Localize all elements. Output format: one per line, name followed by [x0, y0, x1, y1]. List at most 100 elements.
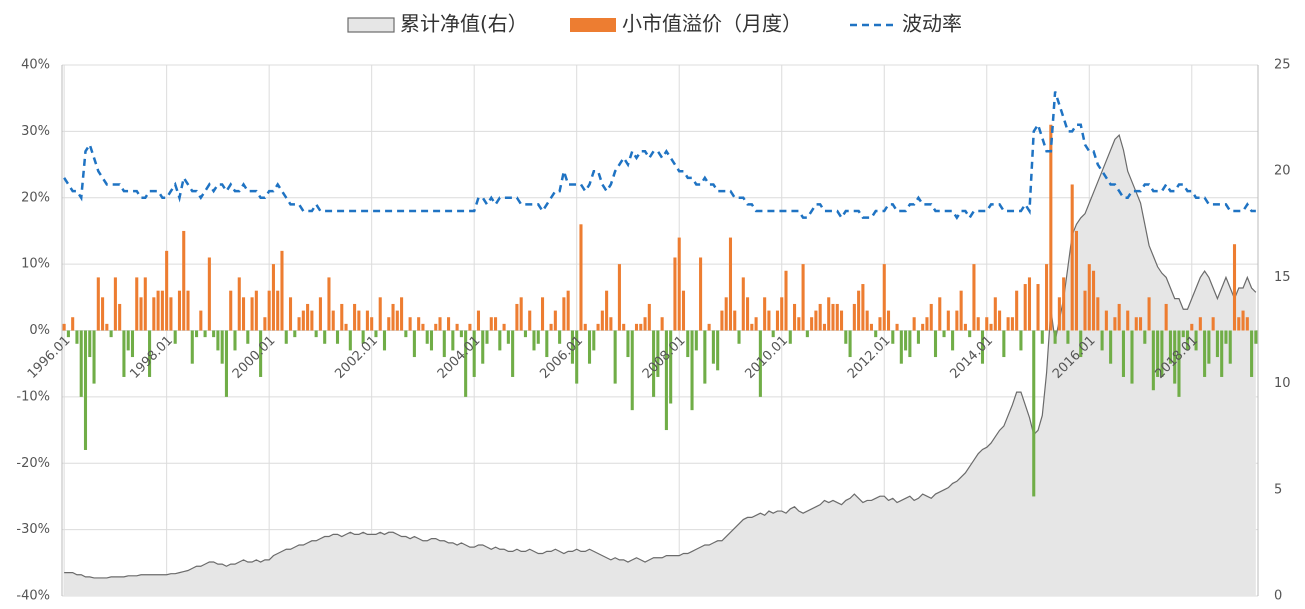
bar [344, 323, 348, 331]
bar [173, 330, 177, 344]
bar [323, 330, 327, 344]
bar [587, 330, 592, 364]
bar [579, 224, 583, 331]
x-tick-label: 2010.01 [742, 333, 791, 382]
bar [101, 297, 105, 331]
bar [1173, 330, 1177, 384]
bar [728, 237, 733, 331]
y2-tick-label: 5 [1274, 482, 1282, 497]
bar [370, 317, 374, 331]
bar [109, 330, 113, 338]
bar [562, 297, 566, 331]
bar [720, 310, 724, 331]
y2-tick-label: 10 [1274, 376, 1291, 391]
bar [763, 297, 767, 331]
x-tick-label: 1996.01 [25, 333, 74, 382]
bar [75, 330, 79, 344]
bar [429, 330, 434, 351]
bar [1049, 124, 1053, 331]
bar [626, 330, 630, 358]
bar [237, 277, 241, 331]
bar [669, 330, 673, 404]
bar [1203, 330, 1207, 377]
bar [71, 317, 75, 331]
bar [1232, 244, 1237, 331]
bar [66, 330, 70, 338]
bar [746, 297, 750, 331]
bar [519, 297, 523, 331]
bar [716, 330, 720, 371]
bar [62, 323, 66, 331]
x-tick-label: 2002.01 [332, 333, 381, 382]
bar [327, 277, 331, 331]
bar [980, 330, 985, 364]
bar [331, 310, 335, 331]
bar [335, 330, 340, 344]
bar [1143, 330, 1147, 344]
bar [1237, 317, 1241, 331]
bar [703, 330, 707, 384]
bar [498, 330, 502, 351]
y-tick-label: -20% [16, 456, 50, 471]
bar [660, 317, 664, 331]
bar [754, 317, 758, 331]
bar [993, 297, 997, 331]
bar [899, 330, 903, 364]
x-tick-label: 2012.01 [845, 333, 894, 382]
bar [699, 257, 703, 331]
bar [1045, 264, 1049, 331]
bar [425, 330, 429, 344]
bar [536, 330, 540, 344]
bar [1138, 317, 1143, 331]
bar [1032, 330, 1036, 497]
bar [613, 330, 617, 384]
bar [1220, 330, 1224, 377]
bar [545, 330, 549, 358]
bar [1224, 330, 1228, 344]
y-tick-label: 40% [21, 58, 50, 73]
bar [395, 310, 399, 331]
bar [605, 290, 609, 331]
bar [224, 330, 228, 397]
bar [126, 330, 130, 351]
bar [156, 290, 160, 331]
bar [793, 303, 797, 331]
bar [976, 317, 980, 331]
bar [182, 230, 186, 331]
bar [340, 303, 344, 331]
bar [998, 310, 1002, 331]
bar [130, 330, 135, 358]
bar [280, 250, 284, 331]
bar [690, 330, 694, 411]
bar [165, 250, 169, 331]
bar [1010, 317, 1014, 331]
bar [741, 277, 745, 331]
bar [1079, 330, 1083, 358]
bar [1245, 317, 1249, 331]
bar [904, 330, 908, 351]
bar [775, 310, 780, 331]
bar [1134, 317, 1138, 331]
bar [1092, 270, 1096, 331]
bar [451, 330, 455, 351]
bar [1177, 330, 1181, 397]
legend-label: 累计净值(右） [400, 12, 528, 36]
bar [600, 310, 604, 331]
bar [382, 330, 387, 351]
bar [895, 323, 899, 331]
bar [135, 277, 139, 331]
bar [891, 330, 895, 344]
bar [246, 330, 250, 344]
bar [874, 330, 878, 338]
bar [549, 323, 553, 331]
bar [276, 290, 280, 331]
bar [318, 297, 322, 331]
bar [1062, 277, 1066, 331]
bar [263, 317, 267, 331]
bar [540, 297, 545, 331]
bar [186, 290, 190, 331]
bar [844, 330, 848, 344]
bar [1254, 330, 1258, 344]
y-tick-label: -40% [16, 589, 50, 604]
bar [946, 310, 950, 331]
